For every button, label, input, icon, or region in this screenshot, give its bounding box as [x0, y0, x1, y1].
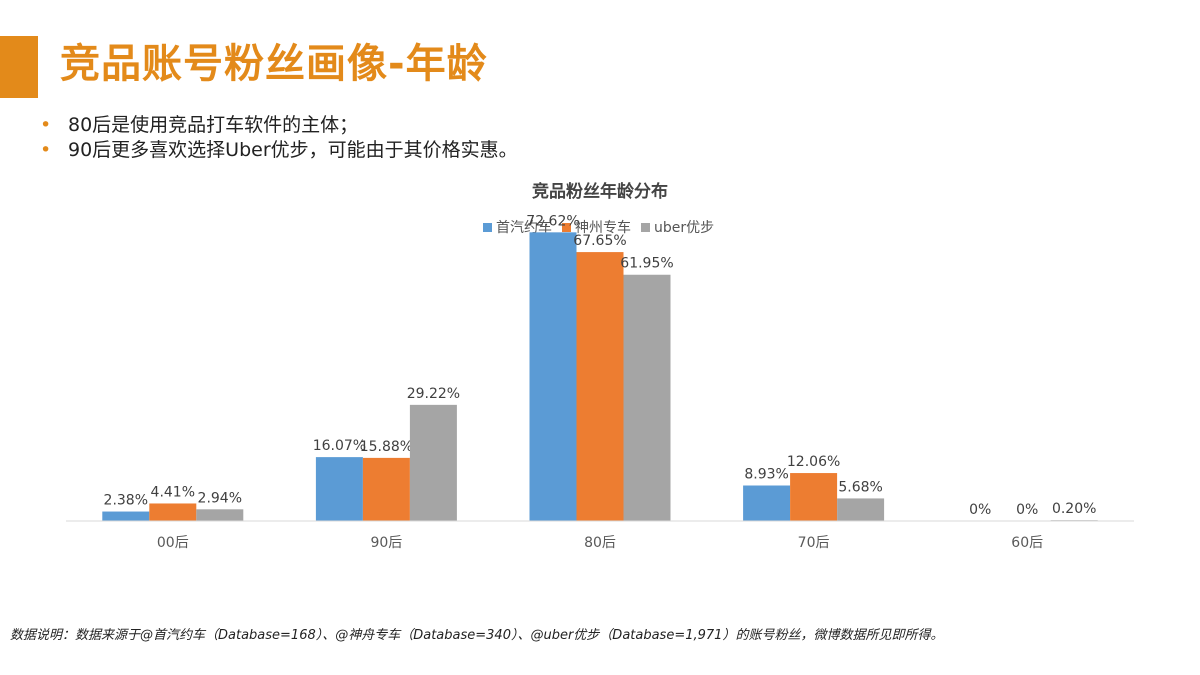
bar: [529, 232, 577, 521]
data-label: 2.38%: [104, 493, 148, 509]
bar: [837, 498, 885, 521]
data-label: 29.22%: [407, 386, 460, 402]
bar: [102, 511, 150, 521]
legend-swatch: [562, 223, 571, 232]
chart-title: 竞品粉丝年龄分布: [532, 181, 668, 202]
bar: [623, 274, 671, 521]
bar: [409, 404, 457, 521]
data-label: 4.41%: [151, 484, 195, 500]
bar: [315, 457, 363, 521]
bullet-text: 90后更多喜欢选择Uber优步，可能由于其价格实惠。: [68, 139, 518, 161]
bar: [196, 509, 244, 521]
bullet-dot-icon: •: [40, 114, 52, 136]
chart-legend: 首汽约车 神州专车 uber优步: [483, 219, 714, 236]
data-label: 15.88%: [360, 439, 413, 455]
bullet-dot-icon: •: [40, 139, 52, 161]
x-tick-label: 00后: [157, 535, 189, 551]
bullet-item: • 80后是使用竞品打车软件的主体；: [38, 113, 518, 138]
bar: [743, 485, 791, 521]
data-label: 61.95%: [620, 256, 673, 272]
legend-label: 神州专车: [575, 219, 631, 236]
bar: [149, 503, 197, 521]
data-label: 8.93%: [744, 467, 788, 483]
bullet-item: • 90后更多喜欢选择Uber优步，可能由于其价格实惠。: [38, 138, 518, 163]
data-label: 5.68%: [838, 479, 882, 495]
data-label: 0%: [969, 502, 991, 518]
title-accent-bar: [0, 36, 38, 98]
data-label: 2.94%: [198, 490, 242, 506]
data-label: 0%: [1016, 502, 1038, 518]
bullet-list: • 80后是使用竞品打车软件的主体； • 90后更多喜欢选择Uber优步，可能由…: [38, 113, 518, 163]
legend-swatch: [641, 223, 650, 232]
legend-label: uber优步: [654, 220, 714, 236]
chart-bars: 2.38%4.41% 2.94% 16.07%15.88% 29.22% 72.62% 6…: [102, 213, 1098, 521]
bullet-text: 80后是使用竞品打车软件的主体；: [68, 114, 359, 136]
data-label: 16.07%: [313, 438, 366, 454]
x-tick-label: 90后: [370, 535, 402, 551]
page-title: 竞品账号粉丝画像-年龄: [60, 41, 488, 87]
bar: [576, 252, 624, 521]
data-label: 12.06%: [787, 454, 840, 470]
legend-label: 首汽约车: [496, 219, 552, 236]
data-footnote: 数据说明：数据来源于@首汽约车（Database=168）、@神舟专车（Data…: [10, 628, 944, 643]
bar: [790, 473, 838, 521]
x-axis-ticks: 00后 90后 80后 70后 60后: [157, 535, 1043, 551]
data-label: 72.62%: [526, 213, 579, 229]
x-tick-label: 70后: [798, 535, 830, 551]
age-distribution-chart: 竞品粉丝年龄分布 首汽约车 神州专车 uber优步 2.38%4.41% 2.94% 1…: [66, 181, 1134, 551]
bar: [362, 457, 410, 521]
x-tick-label: 80后: [584, 535, 616, 551]
legend-swatch: [483, 223, 492, 232]
data-label: 67.65%: [573, 233, 626, 249]
x-tick-label: 60后: [1011, 535, 1043, 551]
data-label: 0.20%: [1052, 501, 1096, 517]
